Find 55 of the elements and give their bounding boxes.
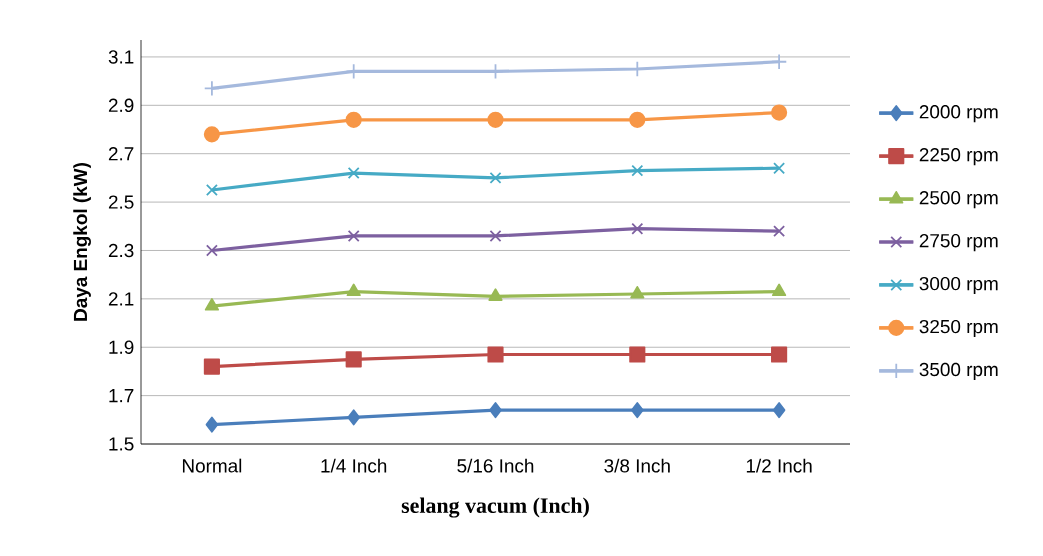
y-tick-label: 2.7 — [108, 147, 134, 161]
point — [203, 126, 220, 143]
point — [205, 416, 219, 433]
x-tick-label: 5/16 Inch — [457, 458, 534, 473]
point — [347, 229, 360, 242]
point — [345, 351, 362, 368]
y-tick-label: 2.3 — [108, 243, 134, 258]
y-tick-label: 3.1 — [108, 50, 134, 64]
point — [487, 346, 504, 363]
point — [203, 80, 220, 97]
x-tick-label: Normal — [182, 458, 242, 473]
y-tick-label: 1.7 — [109, 389, 134, 403]
point — [488, 288, 503, 301]
point — [629, 111, 646, 128]
y-tick-label: 2.9 — [108, 98, 134, 113]
point — [345, 111, 362, 128]
x-tick-label: 1/2 Inch — [746, 458, 812, 473]
legend-label: 2000 rpm — [919, 105, 998, 123]
point — [489, 171, 502, 184]
point — [204, 298, 220, 311]
point — [771, 283, 787, 297]
legend-label: 2250 rpm — [919, 148, 998, 166]
point — [347, 167, 360, 180]
point — [772, 402, 786, 419]
point — [771, 346, 788, 363]
legend-label: 2750 rpm — [919, 233, 998, 252]
point — [773, 225, 786, 238]
y-tick-label: 1.5 — [109, 437, 134, 451]
point — [630, 285, 645, 299]
legend-label: 2500 rpm — [919, 191, 998, 209]
point — [203, 358, 220, 375]
point — [771, 104, 788, 121]
point — [773, 162, 786, 175]
y-tick-label: 2.5 — [108, 195, 134, 209]
point — [631, 402, 644, 419]
point — [489, 402, 502, 419]
x-tick-label: 3/8 Inch — [604, 458, 670, 473]
legend-label: 3500 rpm — [919, 362, 998, 380]
x-axis-title: selang vacum (Inch) — [401, 497, 589, 518]
x-tick-label: 1/4 Inch — [321, 458, 387, 473]
point — [205, 244, 218, 257]
point — [347, 409, 360, 426]
point — [489, 229, 502, 242]
y-tick-label: 2.1 — [108, 292, 134, 306]
legend-label: 3000 rpm — [919, 276, 998, 295]
legend-label: 3250 rpm — [919, 319, 998, 338]
y-axis-title: Daya Engkol (kW) — [73, 163, 91, 321]
point — [631, 164, 644, 177]
y-tick-label: 1.9 — [109, 340, 134, 354]
point — [631, 222, 644, 235]
point — [346, 283, 361, 297]
point — [205, 184, 218, 196]
point — [487, 111, 504, 128]
point — [629, 346, 646, 363]
point — [771, 53, 788, 70]
